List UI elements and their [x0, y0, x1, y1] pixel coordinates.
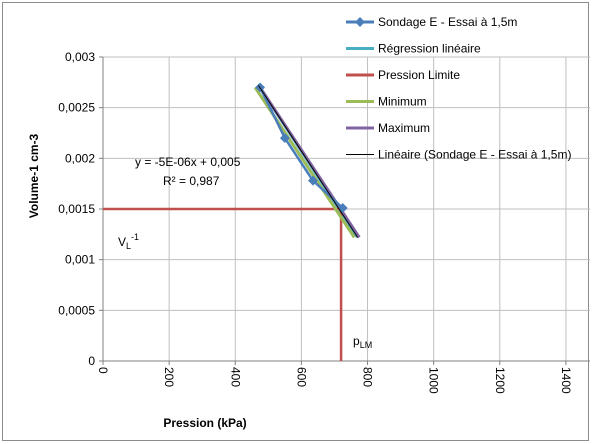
- r-squared-label: R² = 0,987: [163, 174, 220, 188]
- x-tick-label: 1200: [493, 367, 507, 394]
- scatter-chart: 0 0,0005 0,001 0,0015 0,002 0,0025 0,003 0 200 40…: [27, 15, 590, 430]
- vl-annotation-base: V: [118, 235, 126, 249]
- y-tick-label: 0,001: [65, 253, 95, 267]
- plm-annotation-base: p: [353, 334, 360, 348]
- x-tick-label: 800: [361, 367, 375, 387]
- equation-label: y = -5E-06x + 0,005: [135, 155, 241, 169]
- y-tick-label: 0,002: [65, 151, 95, 165]
- y-tick-label: 0,0005: [58, 303, 95, 317]
- legend-label: Régression linéaire: [378, 42, 481, 56]
- vl-annotation-sup: -1: [131, 232, 139, 242]
- legend-label: Maximum: [378, 121, 430, 135]
- vl-annotation-sub: L: [126, 241, 131, 251]
- plm-annotation-sub: LM: [360, 340, 373, 350]
- y-tick-label: 0: [88, 354, 95, 368]
- legend-marker: [355, 17, 365, 27]
- legend: Sondage E - Essai à 1,5m Régression linéa…: [346, 15, 571, 162]
- legend-label: Minimum: [378, 95, 427, 109]
- y-axis-title: Volume-1 cm-3: [27, 133, 41, 218]
- data-point-marker: [279, 133, 290, 144]
- vl-annotation: VL-1: [118, 232, 139, 251]
- x-axis-title: Pression (kPa): [163, 416, 246, 430]
- legend-label: Sondage E - Essai à 1,5m: [378, 15, 517, 29]
- x-tick-label: 0: [96, 367, 110, 374]
- plm-annotation: pLM: [353, 334, 372, 350]
- y-tick-label: 0,0025: [58, 101, 95, 115]
- x-tick-label: 400: [228, 367, 242, 387]
- x-tick-label: 1000: [427, 367, 441, 394]
- x-tick-label: 200: [162, 367, 176, 387]
- legend-label: Linéaire (Sondage E - Essai à 1,5m): [378, 148, 571, 162]
- linear-trendline: [257, 85, 359, 238]
- data-point-marker: [308, 175, 318, 186]
- y-tick-label: 0,003: [65, 50, 95, 64]
- tick-labels: 0 0,0005 0,001 0,0015 0,002 0,0025 0,003 0 200 40…: [58, 50, 573, 394]
- legend-label: Pression Limite: [378, 68, 460, 82]
- x-tick-label: 1400: [559, 367, 573, 394]
- y-tick-label: 0,0015: [58, 202, 95, 216]
- sondage-line: [258, 86, 344, 209]
- x-tick-label: 600: [294, 367, 308, 387]
- plot-marks: [103, 82, 361, 361]
